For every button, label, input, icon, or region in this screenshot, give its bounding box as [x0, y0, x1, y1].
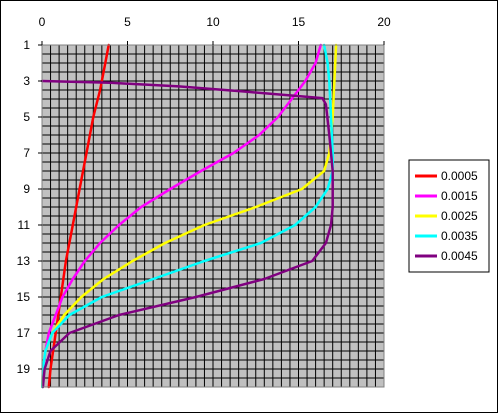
x-tick-label: 10 [206, 15, 220, 29]
x-tick-label: 0 [39, 15, 46, 29]
y-tick-label: 5 [23, 110, 30, 124]
x-tick-label: 15 [292, 15, 306, 29]
series-line-0.0045 [40, 79, 334, 389]
y-tick-label: 13 [17, 254, 31, 268]
legend-label: 0.0025 [441, 209, 478, 223]
y-tick-label: 9 [23, 182, 30, 196]
y-tick-label: 19 [17, 362, 31, 376]
x-tick-label: 20 [377, 15, 391, 29]
legend-label: 0.0015 [441, 189, 478, 203]
legend-label: 0.0035 [441, 229, 478, 243]
y-tick-label: 3 [23, 74, 30, 88]
y-tick-label: 1 [23, 38, 30, 52]
legend-label: 0.0005 [441, 169, 478, 183]
y-tick-label: 17 [17, 326, 31, 340]
y-tick-label: 11 [18, 218, 31, 232]
y-tick-label: 15 [17, 290, 31, 304]
x-tick-label: 5 [124, 15, 131, 29]
series-line-0.0005 [47, 43, 110, 389]
legend-label: 0.0045 [441, 249, 478, 263]
series-line-0.0015 [41, 43, 322, 389]
series-line-0.0035 [41, 43, 334, 389]
y-tick-label: 7 [23, 146, 30, 160]
